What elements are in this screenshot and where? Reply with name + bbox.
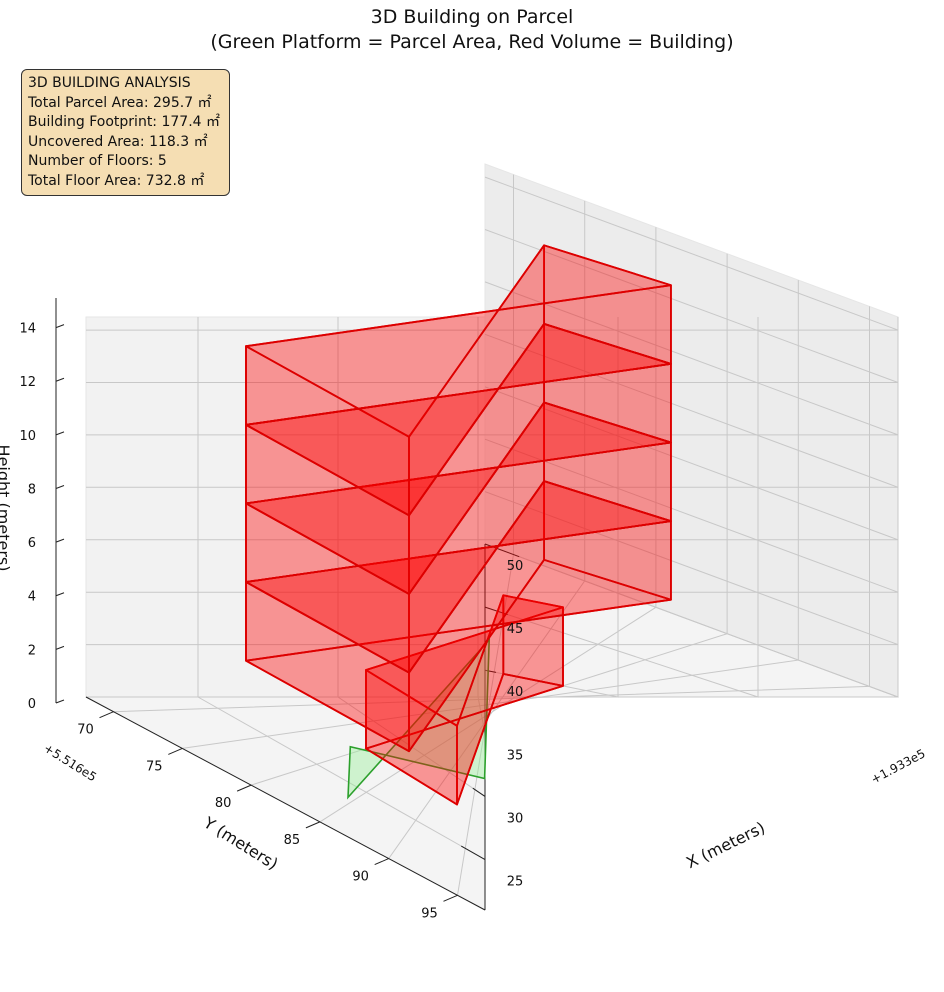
x-offset-label: +1.933e5 [869,746,928,786]
z-gridline [86,386,899,541]
z-tick-label: 0 [28,697,36,712]
parcel-platform [347,637,491,800]
chart-subtitle: (Green Platform = Parcel Area, Red Volum… [210,31,734,53]
floor-face [245,558,672,753]
info-title: 3D BUILDING ANALYSIS [28,75,191,91]
x-axis-label: X (meters) [683,818,768,872]
z-tick-label: 4 [28,590,36,605]
x-tick-label: 40 [507,685,524,700]
z-tick [55,377,65,382]
x-tick [484,669,497,673]
y-tick [236,784,252,792]
info-parcel-area: Total Parcel Area: 295.7 ㎡ [28,94,212,111]
z-tick [55,485,65,489]
y-tick-label: 75 [146,759,163,774]
y-tick [168,747,183,755]
y-offset-label: +5.516e5 [41,741,99,784]
x-tick-label: 30 [507,811,524,826]
chart-title: 3D Building on Parcel [370,6,574,28]
y-tick-label: 90 [352,870,369,885]
floor-face [245,401,672,595]
y-tick-label: 85 [284,833,301,848]
floor-face [365,594,564,727]
z-tick-label: 14 [19,322,36,337]
z-tick-label: 6 [28,536,36,551]
z-tick [55,645,65,650]
y-tick [305,821,321,829]
x-tick [483,730,486,734]
y-tick [99,711,114,719]
x-tick-label: 45 [507,622,524,637]
z-tick-label: 8 [28,482,36,497]
z-tick-label: 10 [19,429,36,444]
floor-face [245,480,672,674]
z-tick-label: 2 [28,643,36,658]
z-tick [55,324,65,329]
info-floor-area: Total Floor Area: 732.8 ㎡ [28,172,205,189]
z-tick-label: 12 [19,375,36,390]
info-footprint: Building Footprint: 177.4 ㎡ [28,114,221,130]
z-gridline [86,543,899,698]
y-tick-label: 70 [77,723,94,738]
y-tick-label: 95 [421,906,438,921]
x-tick [461,845,486,860]
z-tick [55,699,65,704]
y-tick [374,858,389,866]
info-floors: Number of Floors: 5 [28,153,167,169]
z-gridline [86,281,899,436]
z-gridline [86,229,899,383]
building-floor-4 [245,322,672,595]
z-tick [55,592,65,597]
floor-face [245,322,672,517]
z-axis-label: Height (meters) [0,445,13,572]
building-floor-5 [245,244,672,517]
chart-marks [245,244,672,806]
x-tick-label: 35 [507,748,524,763]
z-tick [55,538,65,543]
z-gridline [86,438,899,593]
building-floor-3 [245,401,672,674]
floor-face [365,673,564,806]
x-tick-label: 50 [507,559,524,574]
grid-lines [86,174,899,896]
x-tick [472,787,486,797]
y-axis-line [85,696,486,911]
y-axis-label: Y (meters) [199,813,281,874]
info-box: 3D BUILDING ANALYSIS Total Parcel Area: … [21,69,230,196]
floor-face [245,244,672,438]
x-tick-label: 25 [507,875,524,890]
z-tick [55,431,65,436]
building-floor-2 [245,480,672,753]
y-tick-label: 80 [215,796,232,811]
y-tick [443,894,458,902]
info-uncovered: Uncovered Area: 118.3 ㎡ [28,133,208,150]
